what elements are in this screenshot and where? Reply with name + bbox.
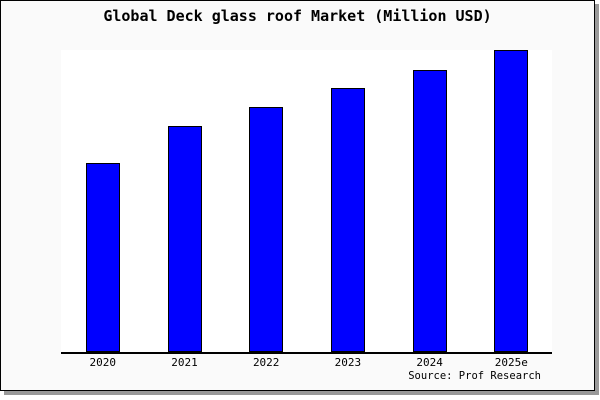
bar-2020 [85, 163, 120, 352]
bar-2022 [249, 107, 284, 352]
x-tick-label-2021: 2021 [171, 356, 198, 369]
plot-area [61, 50, 552, 354]
source-label: Source: Prof Research [408, 370, 541, 382]
chart-card: Global Deck glass roof Market (Million U… [0, 0, 595, 391]
x-tick-label-2022: 2022 [252, 356, 280, 369]
bar-2023 [330, 88, 365, 352]
x-tick-label-2023: 2023 [334, 356, 362, 369]
bar-2025e [494, 50, 529, 352]
chart-title: Global Deck glass roof Market (Million U… [103, 7, 492, 25]
bar-2021 [167, 126, 202, 352]
bar-2024 [412, 70, 447, 352]
x-tick-label-2025e: 2025e [494, 356, 528, 369]
x-tick-label-2020: 2020 [89, 356, 117, 369]
x-tick-label-2024: 2024 [416, 356, 443, 369]
